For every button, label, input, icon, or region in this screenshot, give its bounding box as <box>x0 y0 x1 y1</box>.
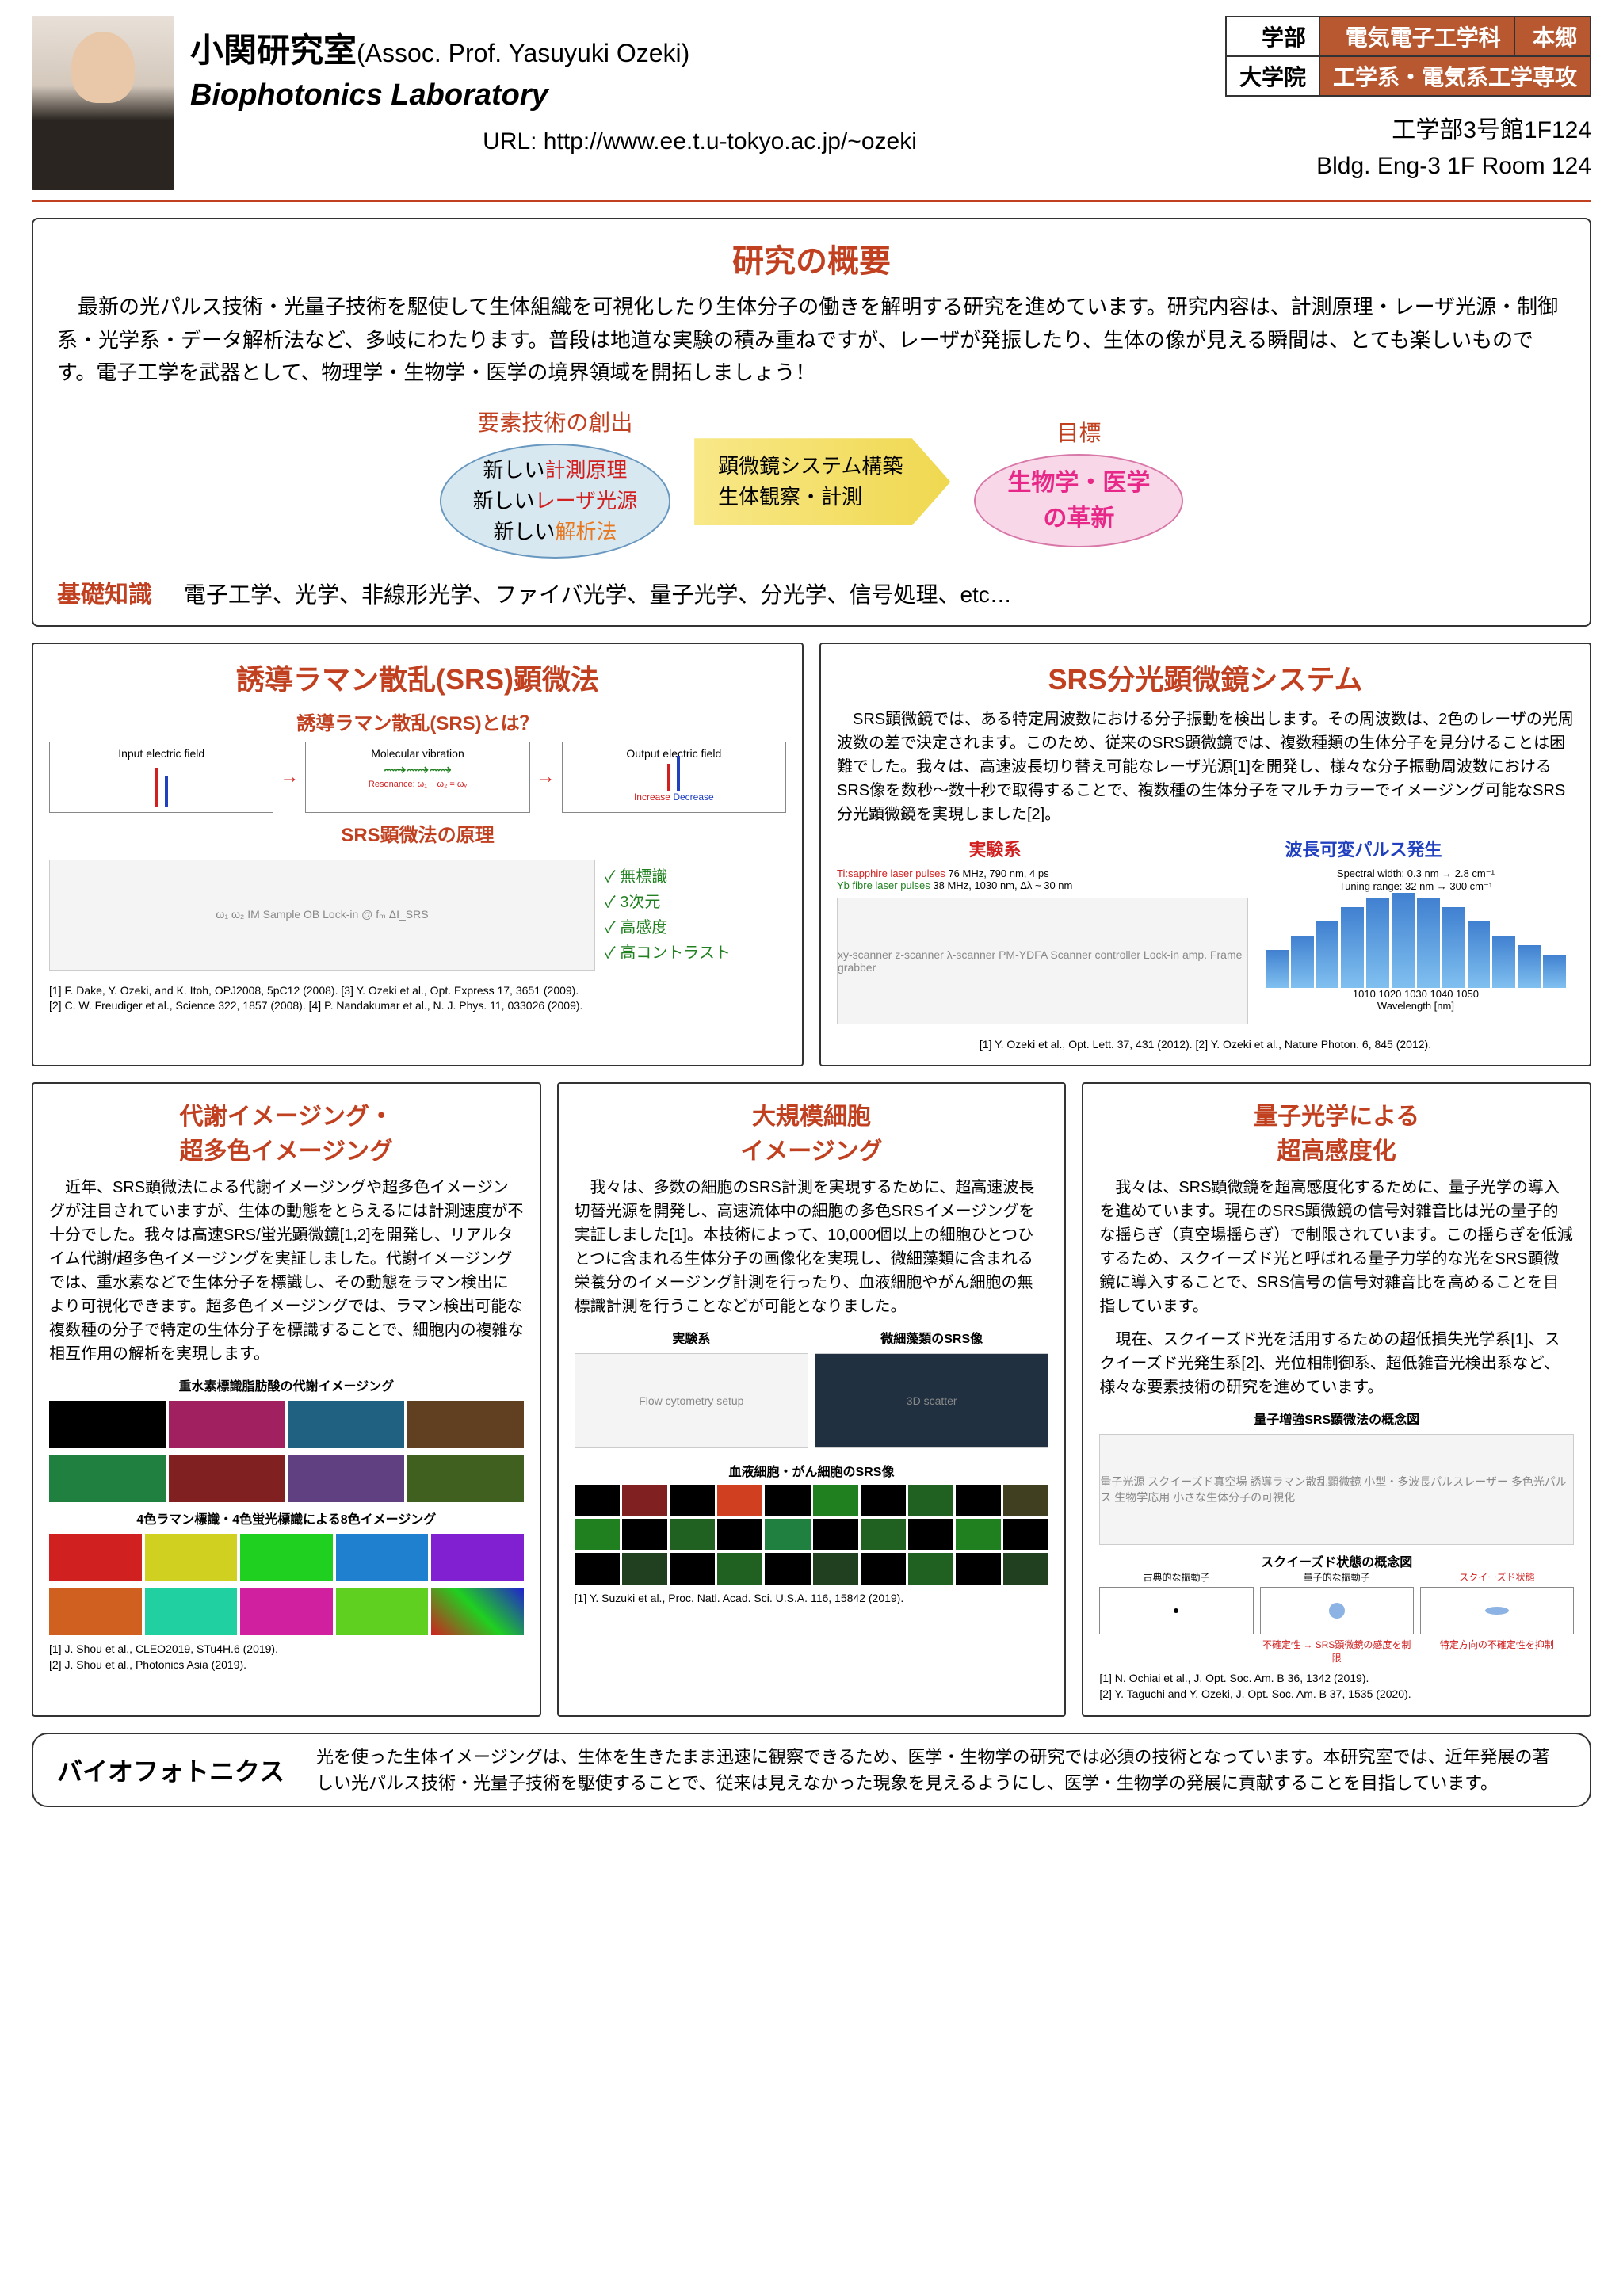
info-table: 学部 電気電子工学科 本郷 大学院 工学系・電気系工学専攻 <box>1225 16 1591 97</box>
srs-label-row: 実験系 波長可変パルス発生 <box>837 836 1574 861</box>
metabolic-refs: [1] J. Shou et al., CLEO2019, STu4H.6 (2… <box>49 1642 524 1672</box>
srs-system-refs: [1] Y. Ozeki et al., Opt. Lett. 37, 431 … <box>837 1037 1574 1053</box>
quantum-concept-diagram: 量子光源 スクイーズド真空場 誘導ラマン散乱顕微鏡 小型・多波長パルスレーザー … <box>1099 1434 1574 1545</box>
location-jp: 工学部3号館1F124 <box>1225 113 1591 148</box>
footer-box: バイオフォトニクス 光を使った生体イメージングは、生体を生きたまま迅速に観察でき… <box>32 1733 1591 1807</box>
three-col: 代謝イメージング・ 超多色イメージング 近年、SRS顕微法による代謝イメージング… <box>32 1082 1591 1716</box>
arrow-box: 顕微鏡システム構築 生体観察・計測 <box>694 438 950 525</box>
lab-name-jp: 小関研究室 <box>190 32 357 69</box>
basics-row: 基礎知識 電子工学、光学、非線形光学、ファイバ光学、量子光学、分光学、信号処理、… <box>57 574 1566 609</box>
footer-label: バイオフォトニクス <box>57 1752 285 1788</box>
overview-title: 研究の概要 <box>57 235 1566 281</box>
blood-cell-grid <box>575 1485 1049 1585</box>
quantum-panel: 量子光学による 超高感度化 我々は、SRS顕微鏡を超高感度化するために、量子光学… <box>1082 1082 1591 1716</box>
srs-what-diagram: Input electric field → Molecular vibrati… <box>49 742 786 813</box>
metabolic-images-1 <box>49 1401 524 1448</box>
srs-system-title: SRS分光顕微鏡システム <box>837 657 1574 698</box>
what-title: 誘導ラマン散乱(SRS)とは？ <box>49 707 786 735</box>
overview-box: 研究の概要 最新の光パルス技術・光量子技術を駆使して生体組織を可視化したり生体分… <box>32 218 1591 627</box>
url: URL: http://www.ee.t.u-tokyo.ac.jp/~ozek… <box>190 128 1209 155</box>
metabolic-panel: 代謝イメージング・ 超多色イメージング 近年、SRS顕微法による代謝イメージング… <box>32 1082 541 1716</box>
principle-title: SRS顕微法の原理 <box>49 819 786 847</box>
lab-name-en: (Assoc. Prof. Yasuyuki Ozeki) <box>357 39 689 67</box>
system-diagrams: Ti:sapphire laser pulses 76 MHz, 790 nm,… <box>837 868 1574 1031</box>
location: 工学部3号館1F124 Bldg. Eng-3 1F Room 124 <box>1225 113 1591 184</box>
page: 小関研究室(Assoc. Prof. Yasuyuki Ozeki) Bioph… <box>0 0 1623 1823</box>
flow-left-title: 要素技術の創出 <box>440 406 671 437</box>
header-text: 小関研究室(Assoc. Prof. Yasuyuki Ozeki) Bioph… <box>190 16 1209 155</box>
pink-ellipse: 生物学・医学 の革新 <box>974 454 1183 547</box>
footer-text: 光を使った生体イメージングは、生体を生きたまま迅速に観察できるため、医学・生物学… <box>316 1744 1566 1796</box>
metabolic-images-2 <box>49 1534 524 1581</box>
faculty-dept: 電気電子工学科 <box>1319 17 1514 56</box>
srs-system-panel: SRS分光顕微鏡システム SRS顕微鏡では、ある特定周波数における分子振動を検出… <box>819 643 1591 1067</box>
header: 小関研究室(Assoc. Prof. Yasuyuki Ozeki) Bioph… <box>32 16 1591 190</box>
lab-title: 小関研究室(Assoc. Prof. Yasuyuki Ozeki) <box>190 24 1209 72</box>
check-list: ✓ 無標識 ✓ 3次元 ✓ 高感度 ✓ 高コントラスト <box>605 864 786 966</box>
quantum-title: 量子光学による 超高感度化 <box>1099 1097 1574 1166</box>
largescale-title: 大規模細胞 イメージング <box>575 1097 1049 1166</box>
grad-label: 大学院 <box>1226 56 1319 96</box>
metabolic-text: 近年、SRS顕微法による代謝イメージングや超多色イメージングが注目されていますが… <box>49 1176 524 1366</box>
metabolic-title: 代謝イメージング・ 超多色イメージング <box>49 1097 524 1166</box>
quantum-text2: 現在、スクイーズド光を活用するための超低損失光学系[1]、スクイーズド光発生系[… <box>1099 1328 1574 1399</box>
srs-method-refs: [1] F. Dake, Y. Ozeki, and K. Itoh, OPJ2… <box>49 983 786 1014</box>
srs-system-text: SRS顕微鏡では、ある特定周波数における分子振動を検出します。その周波数は、2色… <box>837 707 1574 826</box>
largescale-text: 我々は、多数の細胞のSRS計測を実現するために、超高速波長切替光源を開発し、高速… <box>575 1176 1049 1318</box>
quantum-text1: 我々は、SRS顕微鏡を超高感度化するために、量子光学の導入を進めています。現在の… <box>1099 1176 1574 1318</box>
blue-ellipse: 新しい計測原理 新しいレーザ光源 新しい解析法 <box>440 444 671 559</box>
largescale-panel: 大規模細胞 イメージング 我々は、多数の細胞のSRS計測を実現するために、超高速… <box>557 1082 1067 1716</box>
faculty-campus: 本郷 <box>1514 17 1591 56</box>
principle-diagram: ω₁ ω₂ IM Sample OB Lock-in @ fₘ ΔI_SRS ✓… <box>49 853 786 977</box>
largescale-refs: [1] Y. Suzuki et al., Proc. Natl. Acad. … <box>575 1591 1049 1607</box>
header-right: 学部 電気電子工学科 本郷 大学院 工学系・電気系工学専攻 工学部3号館1F12… <box>1225 16 1591 184</box>
lab-subtitle: Biophotonics Laboratory <box>190 78 1209 113</box>
flow-right: 目標 生物学・医学 の革新 <box>974 416 1183 547</box>
two-col-top: 誘導ラマン散乱(SRS)顕微法 誘導ラマン散乱(SRS)とは？ Input el… <box>32 643 1591 1067</box>
overview-text: 最新の光パルス技術・光量子技術を駆使して生体組織を可視化したり生体分子の働きを解… <box>57 291 1566 390</box>
faculty-label: 学部 <box>1226 17 1319 56</box>
quantum-refs: [1] N. Ochiai et al., J. Opt. Soc. Am. B… <box>1099 1671 1574 1702</box>
basics-text: 電子工学、光学、非線形光学、ファイバ光学、量子光学、分光学、信号処理、etc… <box>184 578 1012 609</box>
goal-title: 目標 <box>974 416 1183 448</box>
srs-method-panel: 誘導ラマン散乱(SRS)顕微法 誘導ラマン散乱(SRS)とは？ Input el… <box>32 643 804 1067</box>
spectrum-chart <box>1258 893 1574 988</box>
grad-dept: 工学系・電気系工学専攻 <box>1319 56 1591 96</box>
squeeze-states: 古典的な振動子 量子的な振動子不確定性 → SRS顕微鏡の感度を制限 スクイーズ… <box>1099 1570 1574 1665</box>
flow-row: 要素技術の創出 新しい計測原理 新しいレーザ光源 新しい解析法 顕微鏡システム構… <box>57 406 1566 559</box>
location-en: Bldg. Eng-3 1F Room 124 <box>1225 148 1591 184</box>
professor-photo <box>32 16 174 190</box>
flow-left: 要素技術の創出 新しい計測原理 新しいレーザ光源 新しい解析法 <box>440 406 671 559</box>
basics-label: 基礎知識 <box>57 574 152 609</box>
divider <box>32 200 1591 202</box>
srs-method-title: 誘導ラマン散乱(SRS)顕微法 <box>49 657 786 698</box>
